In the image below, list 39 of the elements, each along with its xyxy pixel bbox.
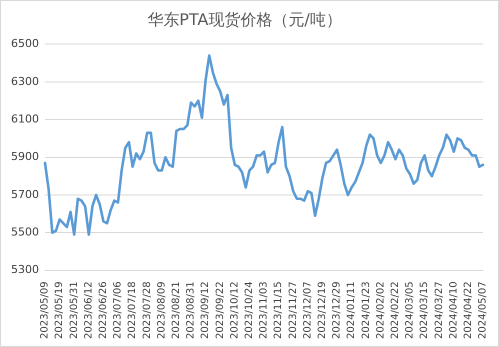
x-tick-label: 2024/04/10 (448, 281, 460, 340)
x-tick-label: 2023/05/31 (68, 281, 80, 340)
y-tick-label: 5900 (10, 150, 39, 164)
x-tick-label: 2024/03/05 (404, 281, 416, 340)
x-tick-label: 2023/07/18 (127, 281, 138, 340)
x-tick-label: 2023/10/24 (244, 281, 255, 340)
y-tick-label: 5300 (10, 263, 39, 276)
x-tick-label: 2023/05/09 (40, 281, 51, 340)
x-tick-label: 2023/10/12 (229, 281, 240, 340)
x-tick-label: 2023/09/22 (214, 281, 226, 340)
x-tick-label: 2024/01/11 (346, 281, 358, 340)
x-tick-label: 2023/12/29 (332, 281, 343, 340)
x-tick-label: 2023/11/03 (258, 281, 270, 340)
x-tick-label: 2023/06/12 (83, 281, 94, 340)
x-tick-label: 2023/08/21 (170, 281, 182, 340)
y-tick-label: 6100 (10, 112, 39, 126)
y-tick-label: 6500 (10, 37, 39, 50)
x-tick-label: 2023/06/26 (98, 281, 109, 340)
x-tick-label: 2023/12/07 (302, 281, 314, 340)
y-tick-label: 5500 (10, 226, 39, 239)
x-tick-label: 2024/03/27 (434, 281, 445, 340)
x-tick-label: 2023/11/15 (273, 281, 284, 340)
x-tick-label: 2023/05/19 (54, 281, 66, 340)
x-tick-label: 2023/08/09 (156, 281, 168, 340)
x-tick-label: 2024/02/22 (390, 281, 401, 340)
x-tick-label: 2024/02/02 (375, 281, 386, 340)
x-tick-label: 2024/01/23 (360, 281, 372, 340)
x-tick-label: 2023/09/12 (200, 281, 212, 340)
x-tick-label: 2023/11/27 (288, 281, 299, 340)
x-tick-label: 2024/05/07 (478, 281, 489, 340)
x-tick-label: 2023/07/06 (112, 281, 124, 340)
x-tick-label: 2023/07/28 (142, 281, 153, 340)
y-tick-label: 5700 (10, 188, 39, 201)
y-tick-label: 6300 (10, 74, 39, 88)
x-tick-label: 2024/04/22 (462, 281, 474, 340)
chart-title: 华东PTA现货价格（元/吨） (147, 10, 342, 29)
x-tick-label: 2023/08/31 (186, 281, 197, 340)
x-tick-label: 2023/12/19 (316, 281, 328, 340)
x-tick-label: 2024/03/15 (419, 281, 430, 340)
